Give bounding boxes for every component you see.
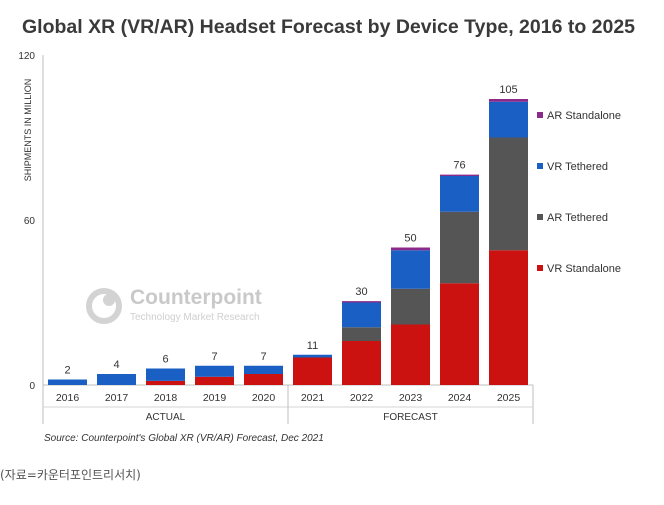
watermark-tagline: Technology Market Research [130, 312, 260, 323]
y-tick-label: 120 [18, 51, 35, 62]
x-tick-label: 2021 [301, 392, 325, 404]
x-tick-label: 2018 [154, 392, 178, 404]
bar-segment-ar-standalone [440, 174, 479, 176]
legend-item: VR Standalone [537, 263, 621, 275]
bar-segment-ar-tethered [440, 211, 479, 284]
legend-label: AR Tethered [547, 212, 608, 224]
total-label: 6 [162, 354, 168, 366]
bar-segment-vr-standalone [489, 250, 528, 385]
bars [48, 99, 528, 385]
data-labels: 2 4 6 7 7 11 30 50 76 105 [64, 84, 517, 377]
legend-label: VR Standalone [547, 263, 621, 275]
bar-segment-vr-tethered [244, 365, 283, 374]
bar-segment-vr-standalone [195, 376, 234, 385]
y-tick-label: 60 [24, 216, 36, 227]
bar-segment-ar-standalone [342, 301, 381, 303]
y-tick-label: 0 [29, 381, 35, 392]
bar-segment-vr-standalone [440, 283, 479, 385]
x-tick-label: 2016 [56, 392, 80, 404]
x-tick-label: 2025 [497, 392, 521, 404]
bar-segment-vr-tethered [146, 368, 185, 381]
bar-segment-ar-standalone [489, 99, 528, 102]
source-note: Source: Counterpoint's Global XR (VR/AR)… [44, 433, 324, 444]
group-label: FORECAST [383, 412, 437, 423]
bar-segment-vr-tethered [489, 101, 528, 138]
x-tick-label: 2022 [350, 392, 374, 404]
x-tick-label: 2024 [448, 392, 472, 404]
legend-label: AR Standalone [547, 110, 621, 122]
axes: 0 60 120 SHIPMENTS IN MILLION 2016 2017 2018 20… [18, 51, 534, 424]
bar-segment-vr-tethered [48, 379, 87, 385]
legend-item: AR Standalone [537, 110, 621, 122]
watermark-name: Counterpoint [130, 286, 262, 309]
total-label: 50 [404, 233, 416, 245]
total-label: 4 [113, 359, 119, 371]
x-tick-label: 2023 [399, 392, 423, 404]
legend-item: VR Tethered [537, 161, 608, 173]
total-label: 2 [64, 365, 70, 377]
legend-swatch [537, 163, 543, 169]
legend-label: VR Tethered [547, 161, 608, 173]
bar-segment-vr-tethered [440, 176, 479, 212]
chart-title: Global XR (VR/AR) Headset Forecast by De… [22, 16, 636, 38]
total-label: 105 [499, 84, 517, 96]
bar-segment-vr-standalone [244, 374, 283, 385]
legend-item: AR Tethered [537, 212, 608, 224]
total-label: 7 [211, 351, 217, 363]
bar-segment-vr-standalone [391, 324, 430, 385]
total-label: 7 [260, 351, 266, 363]
group-label: ACTUAL [146, 412, 186, 423]
x-tick-label: 2019 [203, 392, 227, 404]
bar-segment-ar-tethered [489, 137, 528, 251]
bar-segment-vr-standalone [293, 357, 332, 385]
bar-segment-vr-tethered [293, 354, 332, 358]
bar-segment-vr-tethered [97, 374, 136, 385]
total-label: 11 [307, 340, 318, 352]
legend-swatch [537, 214, 543, 220]
bar-segment-vr-standalone [342, 341, 381, 385]
y-axis-label: SHIPMENTS IN MILLION [23, 79, 33, 182]
legend: AR Standalone VR Tethered AR Tethered VR St… [537, 110, 621, 275]
counterpoint-watermark: Counterpoint Technology Market Research [86, 286, 262, 331]
bar-segment-ar-tethered [342, 327, 381, 341]
image-caption: (자료=카운터포인트리서치) [0, 468, 141, 482]
bar-segment-ar-standalone [391, 247, 430, 251]
bar-segment-vr-tethered [342, 302, 381, 328]
legend-swatch [537, 112, 543, 118]
counterpoint-logo-icon [86, 288, 122, 324]
bar-segment-vr-tethered [391, 250, 430, 289]
legend-swatch [537, 265, 543, 271]
x-tick-label: 2017 [105, 392, 129, 404]
total-label: 30 [355, 286, 367, 298]
bar-segment-vr-tethered [195, 365, 234, 377]
total-label: 76 [453, 160, 465, 172]
bar-segment-ar-tethered [391, 288, 430, 325]
x-tick-label: 2020 [252, 392, 276, 404]
bar-segment-vr-standalone [146, 380, 185, 385]
